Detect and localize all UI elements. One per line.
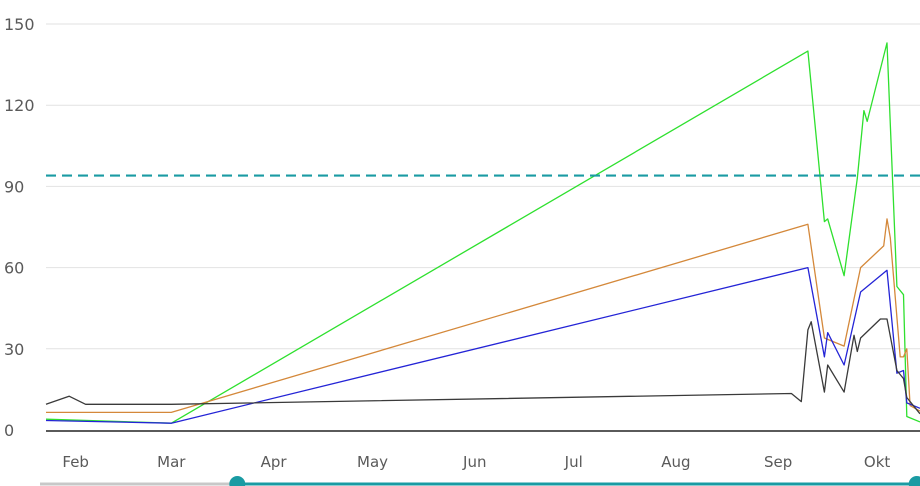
y-axis-ticks: 0 30 60 90 120 150 [4,15,35,440]
series-line-3 [45,266,920,424]
y-tick-label: 90 [4,177,24,196]
x-tick-label: Sep [764,453,792,471]
y-tick-label: 0 [4,421,14,440]
y-tick-label: 150 [4,15,35,34]
series-group [45,42,920,424]
x-axis-ticks: Feb Mar Apr May Jun Jul Aug Sep Okt [62,453,890,471]
y-tick-label: 120 [4,96,35,115]
series-line-1 [45,42,920,424]
x-tick-label: Aug [661,453,690,471]
x-tick-label: May [357,453,388,471]
x-tick-label: Okt [864,453,890,471]
x-tick-label: Mar [157,453,186,471]
series-line-4 [45,318,920,415]
x-tick-label: Jul [564,453,583,471]
y-tick-label: 60 [4,259,24,278]
y-tick-label: 30 [4,340,24,359]
x-tick-label: Feb [62,453,89,471]
range-handle-right[interactable] [908,476,920,486]
x-tick-label: Jun [462,453,486,471]
x-tick-label: Apr [261,453,288,471]
grid-lines [46,23,920,350]
range-selector[interactable] [40,476,920,486]
range-handle-left[interactable] [229,476,246,486]
series-line-2 [46,218,920,414]
